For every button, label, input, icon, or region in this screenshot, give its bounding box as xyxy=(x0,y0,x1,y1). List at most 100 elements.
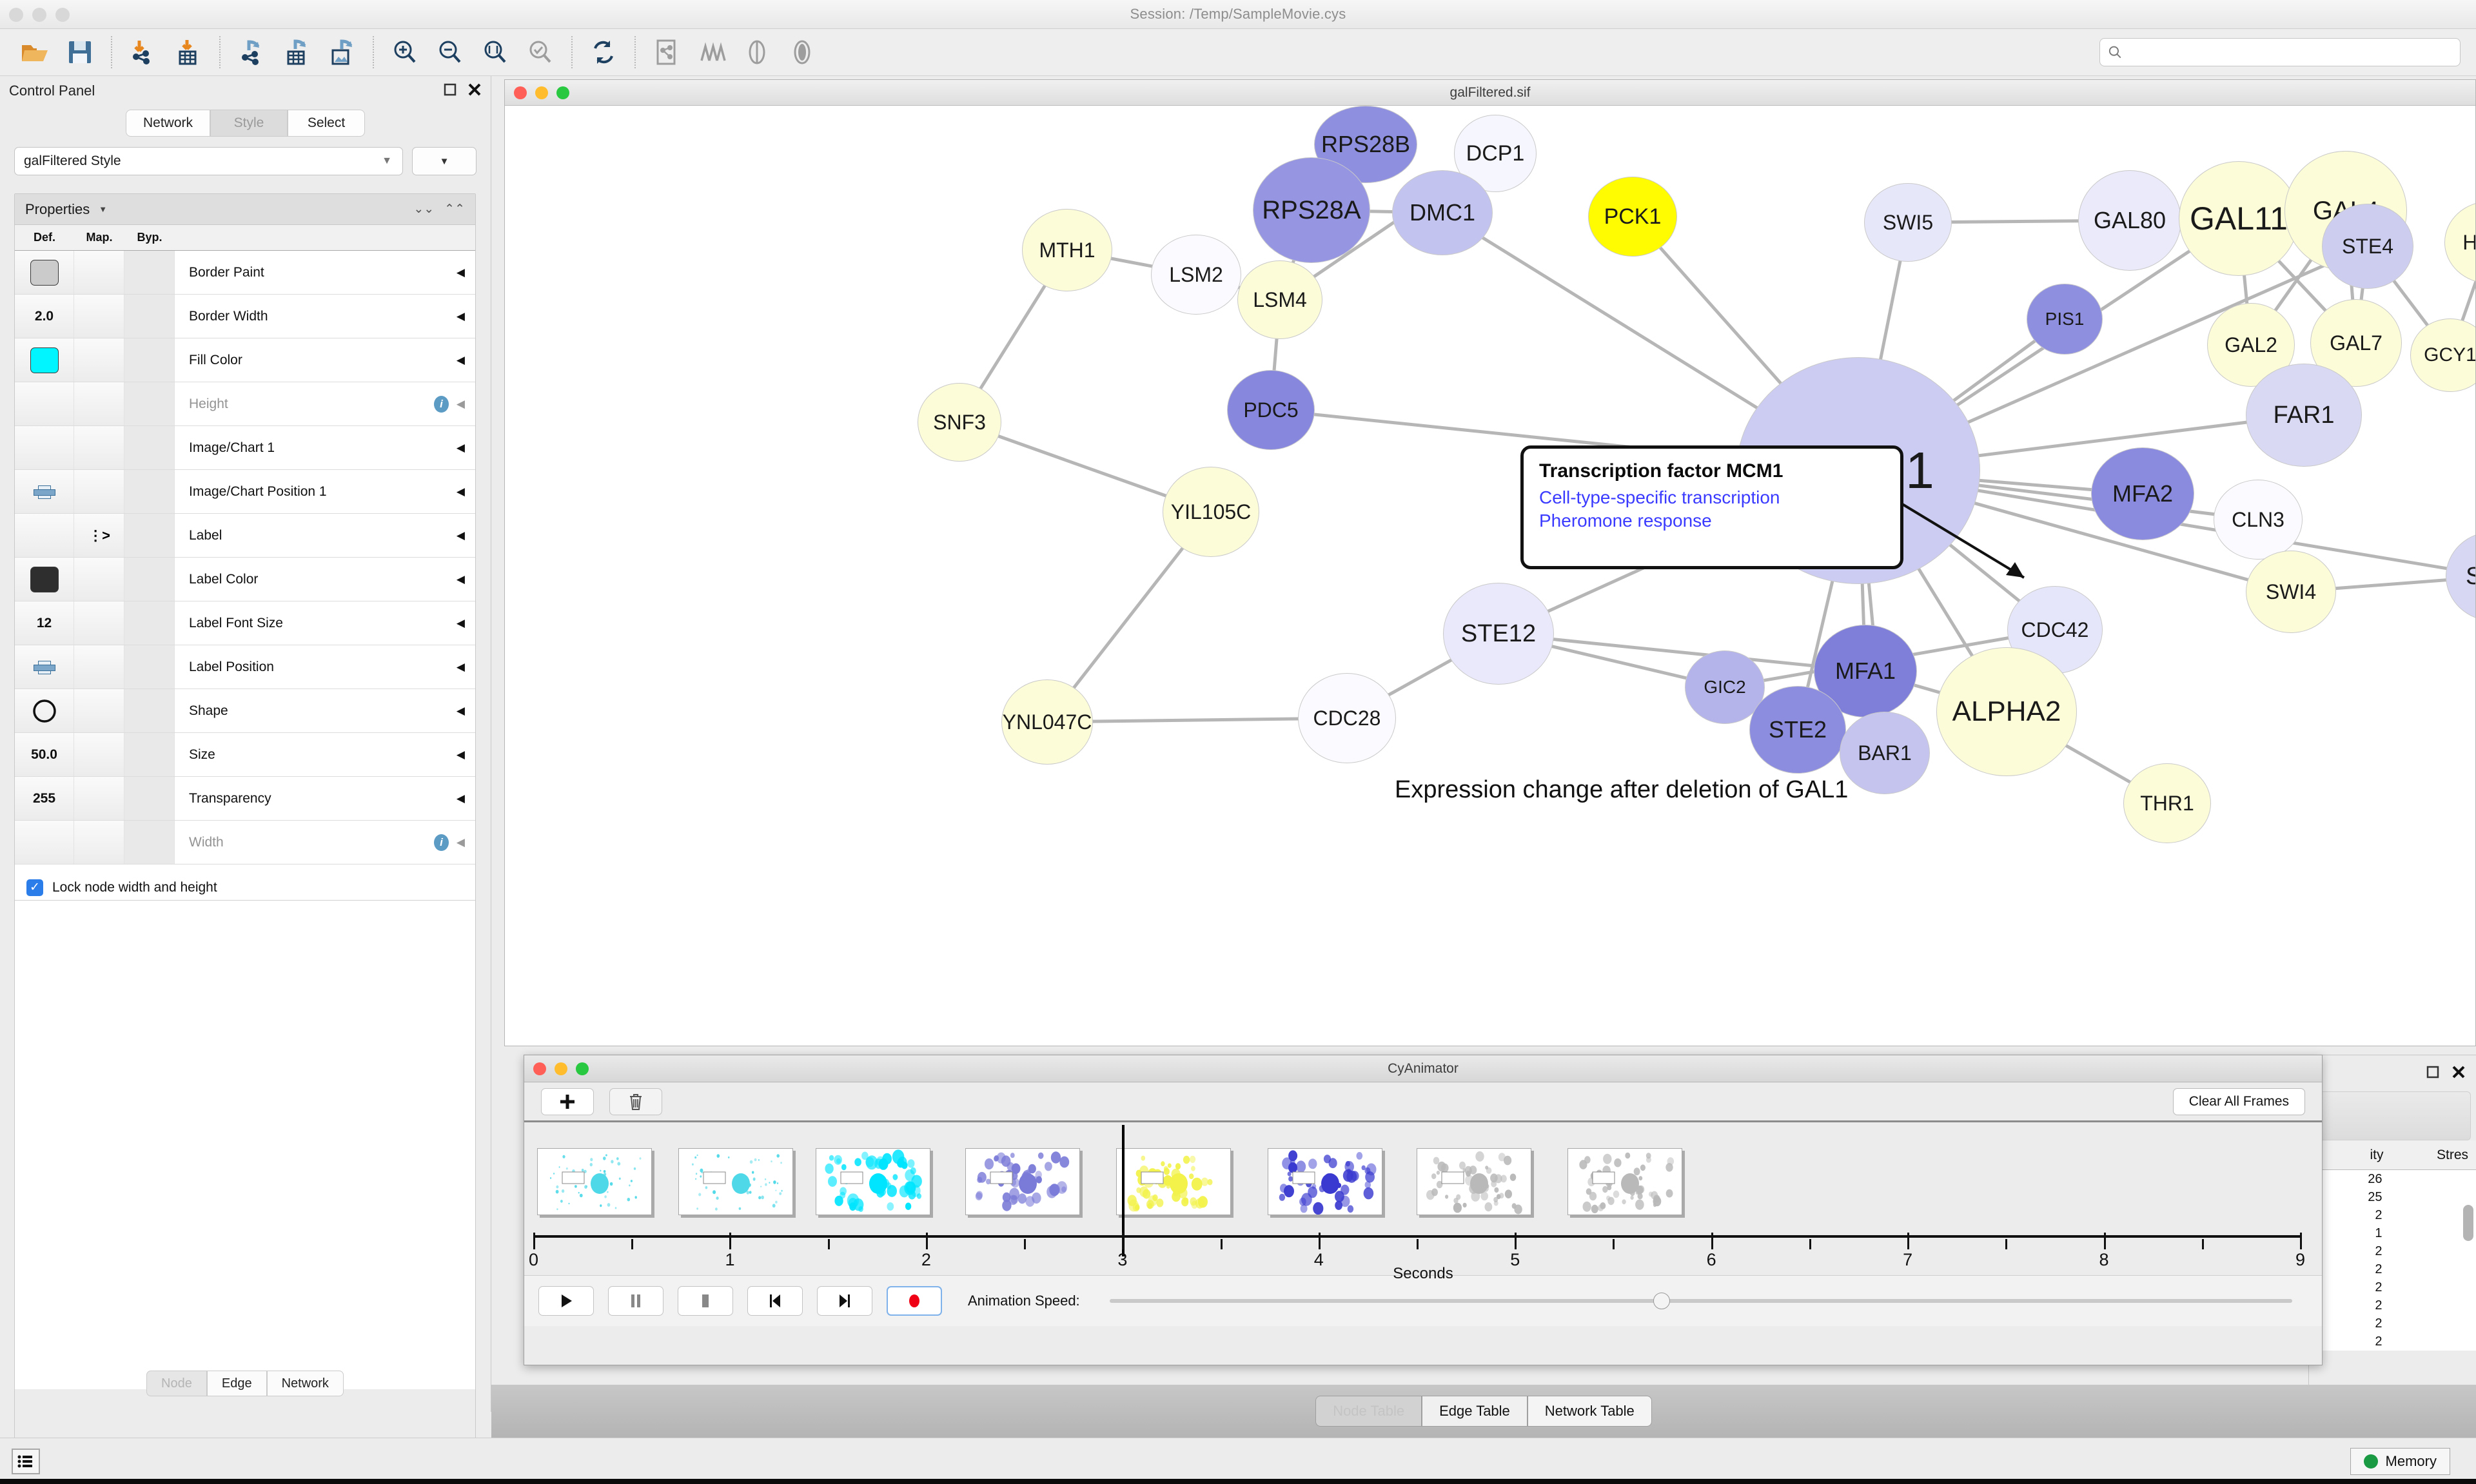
property-mapping-cell[interactable] xyxy=(74,689,124,732)
zoom-selected-icon[interactable] xyxy=(518,32,562,72)
property-default-cell[interactable] xyxy=(15,426,74,469)
tab-edge-table[interactable]: Edge Table xyxy=(1422,1396,1528,1427)
timeline-frame[interactable] xyxy=(678,1148,794,1215)
network-node[interactable]: GCY1 xyxy=(2410,318,2475,392)
bottom-tab-node[interactable]: Node xyxy=(146,1371,207,1396)
timeline-frame[interactable] xyxy=(1267,1148,1382,1215)
table-row[interactable]: 25 xyxy=(2309,1188,2476,1206)
info-icon[interactable]: i xyxy=(434,834,449,851)
expand-arrow-icon[interactable]: ◀ xyxy=(456,748,465,761)
network-node[interactable]: ALPHA2 xyxy=(1936,647,2077,776)
table-row[interactable]: 2 xyxy=(2309,1333,2476,1351)
network-node[interactable]: PCK1 xyxy=(1588,177,1677,257)
control-panel-tabs[interactable]: Network Style Select xyxy=(0,110,491,138)
property-default-cell[interactable] xyxy=(15,821,74,864)
float-panel-icon[interactable] xyxy=(443,83,457,100)
cyanimator-window-controls[interactable] xyxy=(533,1062,589,1075)
close-button[interactable] xyxy=(533,1062,546,1075)
printer-icon[interactable] xyxy=(33,485,55,499)
tab-select[interactable]: Select xyxy=(288,110,366,137)
memory-button[interactable]: Memory xyxy=(2350,1447,2450,1475)
network-node[interactable]: CLN3 xyxy=(2214,480,2303,560)
lock-checkbox[interactable]: ✓ xyxy=(26,879,43,896)
table-scrollbar[interactable] xyxy=(2463,1205,2473,1241)
property-row[interactable]: Width i ◀ xyxy=(15,821,475,864)
style-combo[interactable]: galFiltered Style ▼ xyxy=(14,147,403,175)
timeline-frame[interactable] xyxy=(816,1148,931,1215)
col-header-stress[interactable]: Stres xyxy=(2436,1147,2468,1162)
expand-arrow-icon[interactable]: ◀ xyxy=(456,397,465,410)
expand-arrow-icon[interactable]: ◀ xyxy=(456,441,465,454)
table-row[interactable]: 2 xyxy=(2309,1242,2476,1260)
network-node[interactable]: MFA2 xyxy=(2091,447,2194,540)
property-row[interactable]: Image/Chart 1 ◀ xyxy=(15,426,475,470)
network-window-controls[interactable] xyxy=(514,86,569,99)
network-node[interactable]: SWI4 xyxy=(2246,551,2336,633)
property-mapping-cell[interactable] xyxy=(74,251,124,294)
add-frame-button[interactable] xyxy=(541,1088,594,1115)
zoom-in-icon[interactable] xyxy=(383,32,427,72)
property-mapping-cell[interactable] xyxy=(74,426,124,469)
network-node[interactable]: YNL047C xyxy=(1001,679,1093,765)
property-mapping-cell[interactable] xyxy=(74,733,124,776)
network-node[interactable]: CDC28 xyxy=(1298,673,1396,763)
property-row[interactable]: Fill Color ◀ xyxy=(15,338,475,382)
property-bypass-cell[interactable] xyxy=(124,821,175,864)
close-table-icon[interactable] xyxy=(2451,1065,2466,1082)
export-table-icon[interactable] xyxy=(275,32,319,72)
network-node[interactable]: DMC1 xyxy=(1392,170,1493,255)
bottom-tab-edge[interactable]: Edge xyxy=(206,1371,267,1396)
close-panel-icon[interactable] xyxy=(467,83,482,100)
search-input[interactable] xyxy=(2127,44,2452,60)
property-row[interactable]: 255 Transparency ◀ xyxy=(15,777,475,821)
property-default-cell[interactable] xyxy=(15,382,74,425)
property-bypass-cell[interactable] xyxy=(124,470,175,513)
property-bypass-cell[interactable] xyxy=(124,514,175,557)
property-row[interactable]: 2.0 Border Width ◀ xyxy=(15,295,475,338)
minimize-button[interactable] xyxy=(555,1062,567,1075)
app-window-controls[interactable] xyxy=(9,8,70,22)
lock-node-size-row[interactable]: ✓ Lock node width and height xyxy=(15,864,475,901)
timeline-playhead[interactable] xyxy=(1122,1125,1125,1256)
minimize-button[interactable] xyxy=(535,86,548,99)
property-mapping-cell[interactable] xyxy=(74,821,124,864)
expand-arrow-icon[interactable]: ◀ xyxy=(456,660,465,673)
property-mapping-cell[interactable] xyxy=(74,645,124,688)
col-header-centrality[interactable]: ity xyxy=(2370,1147,2384,1162)
tab-network-table[interactable]: Network Table xyxy=(1527,1396,1652,1427)
network-node[interactable]: STE4 xyxy=(2322,204,2413,289)
maximize-button[interactable] xyxy=(556,86,569,99)
expand-arrow-icon[interactable]: ◀ xyxy=(456,572,465,585)
network-node[interactable]: THR1 xyxy=(2123,763,2211,843)
prev-frame-button[interactable] xyxy=(747,1286,803,1316)
bottom-tab-network[interactable]: Network xyxy=(266,1371,344,1396)
printer-icon[interactable] xyxy=(33,660,55,674)
control-panel-bottom-tabs[interactable]: Node Edge Network xyxy=(14,1371,476,1396)
property-mapping-cell[interactable] xyxy=(74,338,124,382)
network-node[interactable]: GIC2 xyxy=(1685,650,1765,724)
tab-network[interactable]: Network xyxy=(125,110,211,137)
expand-arrow-icon[interactable]: ◀ xyxy=(456,353,465,366)
mapping-icon[interactable]: ⋮> xyxy=(88,527,110,543)
network-node[interactable]: DCP1 xyxy=(1454,115,1537,192)
network-node[interactable]: GAL11 xyxy=(2179,161,2299,276)
network-node[interactable]: GAL2 xyxy=(2207,303,2295,387)
next-frame-button[interactable] xyxy=(817,1286,872,1316)
property-bypass-cell[interactable] xyxy=(124,777,175,820)
table-row[interactable]: 2 xyxy=(2309,1260,2476,1278)
property-row[interactable]: Height i ◀ xyxy=(15,382,475,426)
property-mapping-cell[interactable] xyxy=(74,558,124,601)
property-row[interactable]: 12 Label Font Size ◀ xyxy=(15,601,475,645)
property-default-cell[interactable]: 50.0 xyxy=(15,733,74,776)
property-bypass-cell[interactable] xyxy=(124,251,175,294)
expand-arrow-icon[interactable]: ◀ xyxy=(456,616,465,629)
expand-arrow-icon[interactable]: ◀ xyxy=(456,792,465,805)
property-default-cell[interactable] xyxy=(15,251,74,294)
timeline-frame[interactable] xyxy=(1116,1148,1232,1215)
network-node[interactable]: RPS28A xyxy=(1253,157,1370,263)
network-node[interactable]: LSM2 xyxy=(1151,235,1241,315)
property-bypass-cell[interactable] xyxy=(124,426,175,469)
maximize-button[interactable] xyxy=(576,1062,589,1075)
new-network-icon[interactable] xyxy=(645,32,689,72)
network-node[interactable]: STE2 xyxy=(1749,686,1846,774)
